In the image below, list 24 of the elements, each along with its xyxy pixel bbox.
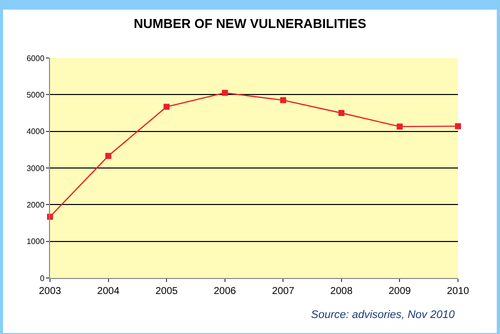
y-tick-label: 2000 <box>26 200 45 210</box>
y-tick-label: 4000 <box>26 127 45 136</box>
y-tick-label: 3000 <box>26 164 45 173</box>
x-tick-label: 2007 <box>272 286 295 297</box>
point <box>455 123 461 130</box>
point <box>396 124 403 130</box>
y-tick-label: 1000 <box>26 237 45 246</box>
y-tick-label: 6000 <box>26 54 45 63</box>
x-tick-label: 2006 <box>214 286 236 297</box>
y-tick-label: 0 <box>40 274 45 283</box>
point <box>222 90 228 96</box>
y-tick-label: 5000 <box>26 90 45 100</box>
point <box>338 110 344 116</box>
point <box>280 97 286 104</box>
source-note: Source: advisories, Nov 2010 <box>311 309 456 321</box>
point <box>105 152 112 159</box>
point <box>164 104 170 110</box>
x-tick-label: 2010 <box>446 286 470 297</box>
x-tick-label: 2005 <box>155 286 178 297</box>
x-tick-label: 2003 <box>38 286 62 297</box>
x-tick-label: 2004 <box>97 286 120 297</box>
chart-title: NUMBER OF NEW VULNERABILITIES <box>134 16 367 31</box>
x-tick-label: 2008 <box>330 286 353 297</box>
x-tick-label: 2009 <box>388 286 412 297</box>
